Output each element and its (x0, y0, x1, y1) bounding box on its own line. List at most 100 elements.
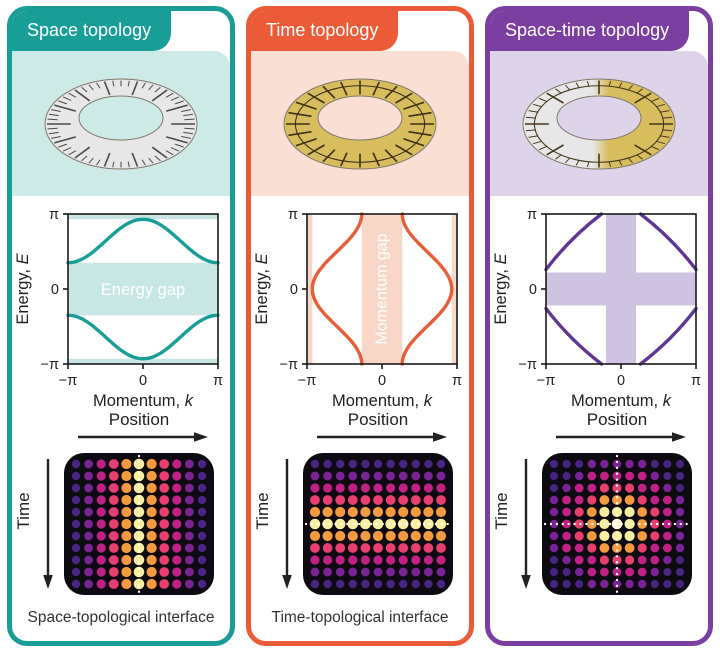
ring-tick-mark (532, 103, 543, 107)
lattice-site (436, 483, 446, 493)
lattice-site (146, 542, 157, 554)
lattice-site (600, 579, 609, 589)
lattice-site (399, 579, 408, 589)
lattice-site (436, 495, 446, 505)
lattice-site (574, 495, 584, 505)
lattice-site (322, 495, 333, 505)
ring-tick-mark (148, 157, 154, 164)
lattice-site (550, 472, 558, 480)
lattice-site (159, 555, 170, 565)
y-tick-label: 0 (290, 282, 298, 298)
band-curve (66, 217, 220, 265)
lattice-site (146, 458, 157, 470)
lattice-site (96, 555, 106, 565)
ring-tick-mark (322, 85, 336, 99)
lattice-site (398, 483, 408, 493)
ring-tick-mark (650, 97, 660, 102)
lattice-site (197, 567, 207, 577)
ring-rim-line (533, 84, 665, 163)
ring-tick-mark (408, 111, 432, 117)
y-tick-label: −π (519, 357, 537, 373)
lattice-site (650, 483, 660, 493)
ring-tick-mark (384, 148, 398, 162)
position-arrowhead-icon (194, 432, 208, 442)
lattice-site (424, 579, 433, 589)
band-structure-chart: Momentum gap −π 0 π π 0 −π Momentum, k Energy, E (253, 207, 462, 409)
lattice-site (172, 567, 182, 577)
lattice-site (663, 555, 672, 565)
lattice-site (624, 495, 635, 505)
lattice-site (71, 567, 81, 577)
lattice-site (638, 459, 647, 469)
ring-tick-mark (307, 143, 325, 155)
header-tab: Space topology (12, 11, 172, 51)
ring-tick-mark (340, 151, 348, 166)
lattice-site (360, 543, 371, 553)
lattice-site (423, 555, 433, 565)
lattice-site (185, 531, 194, 541)
lattice-site (121, 518, 132, 530)
lattice-site (310, 567, 320, 577)
gap-label: Momentum gap (374, 233, 391, 344)
gap-band (307, 214, 313, 364)
lattice-site (322, 543, 333, 553)
lattice-site (385, 530, 396, 542)
ring-tick-mark (307, 92, 325, 104)
card-space-topology: Space topology Energy gap −π 0 π π 0 −π Momentu… (7, 6, 235, 646)
lattice-site (411, 471, 421, 481)
lattice-site (335, 567, 345, 577)
lattice-site (424, 567, 433, 577)
y-tick-label: −π (280, 357, 298, 373)
ring-tick-mark (181, 108, 191, 112)
lattice-site (424, 459, 433, 469)
lattice-site (360, 506, 371, 518)
lattice-site (84, 555, 93, 565)
lattice-site (361, 459, 370, 469)
lattice-site (625, 567, 634, 577)
ring-tick-mark (655, 140, 666, 144)
gap-label: Energy gap (101, 281, 185, 299)
lattice-site (323, 459, 332, 469)
lattice-site (549, 531, 559, 541)
lattice-site (676, 472, 684, 480)
lattice-site (335, 506, 346, 518)
lattice-site (411, 555, 421, 565)
lattice-site (385, 506, 396, 518)
lattice-site (650, 460, 659, 468)
lattice-site (185, 507, 194, 517)
ring-tick-mark (165, 92, 174, 98)
hero-panel (12, 51, 230, 196)
lattice-site (347, 530, 358, 542)
lattice-site (385, 518, 396, 530)
ring-tick-mark (634, 143, 652, 155)
lattice-site (386, 567, 395, 577)
ring-tick-mark (62, 95, 72, 101)
lattice-site (663, 543, 672, 553)
lattice-site (612, 483, 622, 493)
lattice-site (574, 507, 584, 517)
ring-tick-mark (68, 92, 77, 98)
ring-tick-mark (525, 128, 536, 131)
lattice-site (108, 567, 119, 577)
ring-tick-mark (183, 131, 194, 134)
lattice-site (310, 543, 320, 553)
lattice-site (172, 519, 182, 529)
lattice-site (146, 470, 157, 482)
lattice-site (71, 495, 81, 505)
lattice-site (637, 507, 648, 517)
lattice-site (121, 458, 132, 470)
lattice-site (650, 519, 660, 529)
lattice-site (159, 471, 170, 481)
lattice-evolution-plot: Position Time (14, 410, 214, 595)
lattice-site (600, 471, 609, 481)
lattice-site (146, 518, 157, 530)
y-axis-label: Energy, E (14, 252, 32, 324)
ring-tick-mark (127, 160, 130, 167)
lattice-site (575, 471, 584, 481)
lattice-site (121, 470, 132, 482)
ring-tick-mark (54, 135, 77, 144)
ring-tick-mark (96, 82, 101, 89)
ring-tick-mark (403, 137, 425, 147)
lattice-site (637, 495, 647, 505)
lattice-site (121, 482, 132, 494)
